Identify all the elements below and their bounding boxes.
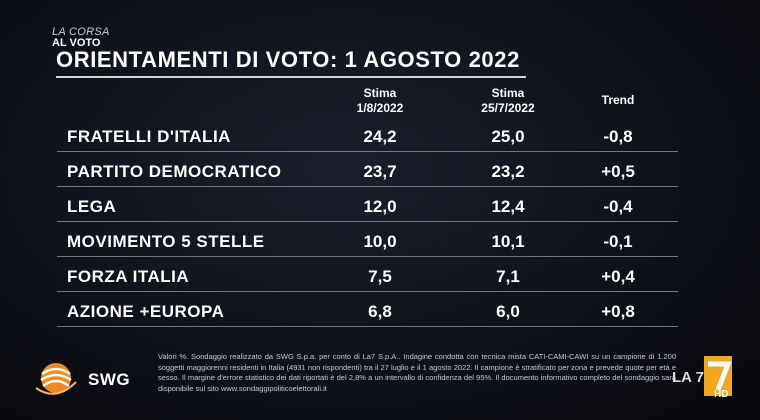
title-underline — [56, 76, 526, 78]
stima-1-8-value: 6,8 — [368, 302, 392, 321]
trend-value: +0,4 — [601, 267, 635, 286]
table-row: LEGA 12,0 12,4 -0,4 — [57, 192, 678, 222]
column-header-stima-1-8-line1: Stima — [363, 86, 397, 100]
column-header-stima-25-7: Stima 25/7/2022 — [458, 86, 558, 116]
stima-25-7-value: 7,1 — [496, 267, 520, 286]
page-title: ORIENTAMENTI DI VOTO: 1 AGOSTO 2022 — [56, 47, 520, 72]
stima-1-8-value: 7,5 — [368, 267, 392, 286]
column-header-stima-25-7-line1: Stima — [491, 86, 525, 100]
stima-1-8-value: 10,0 — [363, 232, 397, 251]
party-name: PARTITO DEMOCRATICO — [67, 162, 282, 181]
stima-25-7-value: 6,0 — [496, 302, 520, 321]
column-header-stima-1-8: Stima 1/8/2022 — [330, 86, 430, 116]
party-name: LEGA — [67, 197, 117, 216]
la7-logo: LA 7 HD — [672, 356, 732, 400]
swg-logo — [35, 363, 77, 395]
show-logo-line1: LA CORSA — [52, 26, 110, 38]
column-header-trend: Trend — [601, 93, 635, 107]
party-name: FRATELLI D'ITALIA — [67, 127, 231, 146]
stima-1-8-value: 24,2 — [363, 127, 397, 146]
seven-icon — [708, 361, 732, 391]
row-divider — [57, 256, 678, 257]
stima-1-8-value: 23,7 — [363, 162, 397, 181]
trend-value: +0,8 — [601, 302, 635, 321]
trend-value: -0,8 — [603, 127, 633, 146]
table-row: MOVIMENTO 5 STELLE 10,0 10,1 -0,1 — [57, 227, 678, 257]
show-logo-line2: AL VOTO — [52, 37, 101, 49]
table-row: FRATELLI D'ITALIA 24,2 25,0 -0,8 — [57, 122, 678, 152]
trend-value: -0,1 — [603, 232, 633, 251]
table-row: FORZA ITALIA 7,5 7,1 +0,4 — [57, 262, 678, 292]
party-name: MOVIMENTO 5 STELLE — [67, 232, 265, 251]
row-divider — [57, 291, 678, 292]
party-name: AZIONE +EUROPA — [67, 302, 225, 321]
party-name: FORZA ITALIA — [67, 267, 190, 286]
row-divider — [57, 151, 678, 152]
survey-methodology-note: Valori %. Sondaggio realizzato da SWG S.… — [158, 352, 676, 393]
row-divider — [57, 221, 678, 222]
row-divider — [57, 326, 678, 327]
table-row: PARTITO DEMOCRATICO 23,7 23,2 +0,5 — [57, 157, 678, 187]
stima-25-7-value: 25,0 — [491, 127, 525, 146]
show-logo: LA CORSA AL VOTO — [52, 27, 110, 49]
stima-1-8-value: 12,0 — [363, 197, 397, 216]
column-header-stima-25-7-line2: 25/7/2022 — [481, 101, 535, 115]
column-header-stima-1-8-line2: 1/8/2022 — [356, 101, 404, 115]
la7-logo-text: LA 7 — [672, 369, 704, 386]
trend-value: -0,4 — [603, 197, 633, 216]
table-row: AZIONE +EUROPA 6,8 6,0 +0,8 — [57, 297, 678, 327]
hd-badge: HD — [714, 389, 728, 400]
stima-25-7-value: 12,4 — [491, 197, 525, 216]
swg-globe-icon — [35, 363, 77, 395]
stima-25-7-value: 23,2 — [491, 162, 525, 181]
trend-value: +0,5 — [601, 162, 635, 181]
swg-wordmark: SWG — [88, 370, 131, 389]
stima-25-7-value: 10,1 — [491, 232, 525, 251]
row-divider — [57, 186, 678, 187]
